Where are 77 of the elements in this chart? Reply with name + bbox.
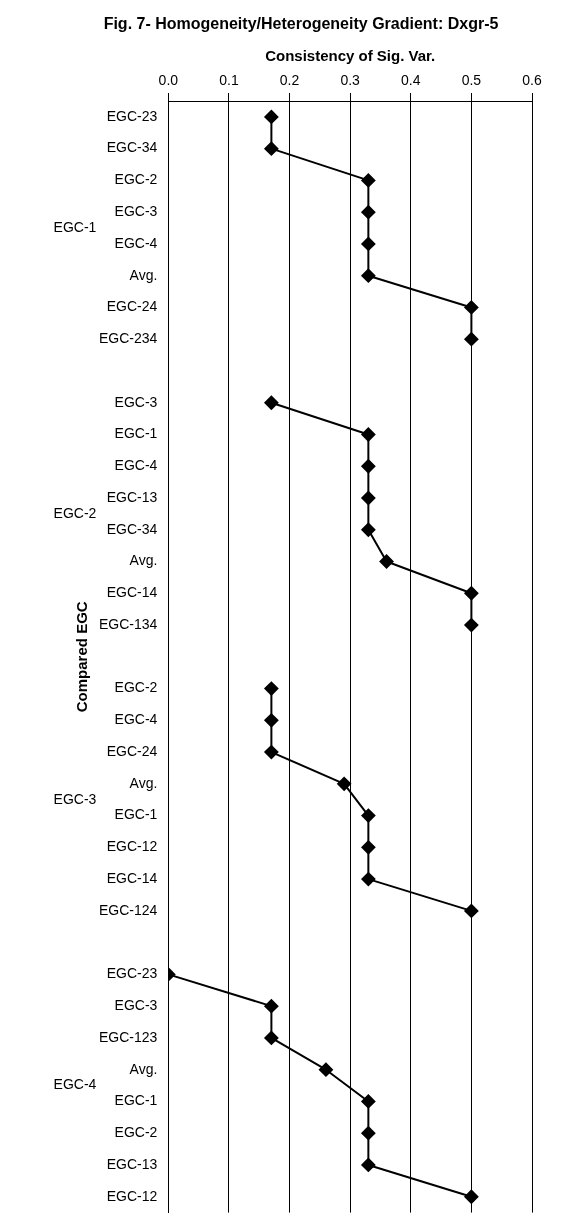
y-tick-label: EGC-24 (106, 298, 158, 315)
chart-title: Fig. 7- Homogeneity/Heterogeneity Gradient: Dxgr-5 (103, 15, 499, 33)
y-tick-label: Avg. (129, 552, 158, 569)
y-tick-label: EGC-13 (106, 488, 158, 505)
y-tick-label: Avg. (129, 266, 158, 283)
y-axis-title: Compared EGC (73, 601, 91, 713)
y-tick-label: EGC-12 (106, 1187, 158, 1204)
y-tick-label: EGC-4 (114, 234, 158, 251)
point (264, 681, 279, 696)
point (464, 903, 479, 918)
point (264, 999, 279, 1014)
point (361, 205, 376, 220)
y-tick-label: EGC-3 (114, 203, 158, 220)
point (264, 141, 279, 156)
x-tick-label: 0.3 (340, 72, 361, 89)
y-tick-label: EGC-1 (114, 806, 158, 823)
point (464, 586, 479, 601)
y-tick-label: EGC-123 (99, 1028, 158, 1045)
point (464, 332, 479, 347)
y-tick-label: EGC-1 (114, 425, 158, 442)
point (264, 713, 279, 728)
y-tick-label: EGC-1 (114, 1092, 158, 1109)
y-tick-label: EGC-24 (106, 742, 158, 759)
point (361, 522, 376, 537)
point (264, 395, 279, 410)
y-tick-label: EGC-13 (106, 1155, 158, 1172)
point (361, 268, 376, 283)
x-axis-title: Consistency of Sig. Var. (265, 47, 436, 65)
x-tick-label: 0.4 (401, 72, 421, 89)
point (361, 1157, 376, 1172)
y-tick-label: EGC-34 (106, 139, 158, 156)
point (361, 491, 376, 505)
point (337, 776, 352, 791)
y-tick-label: Avg. (129, 1060, 158, 1077)
text: EGC-3 (53, 790, 97, 807)
point (361, 236, 376, 251)
y-tick-label: EGC-134 (99, 615, 158, 632)
y-tick-label: Avg. (129, 774, 158, 791)
point (361, 173, 376, 188)
y-tick-label: EGC-124 (99, 901, 158, 918)
point (361, 459, 376, 474)
point (379, 554, 394, 569)
y-tick-label: EGC-2 (114, 171, 158, 188)
point (361, 872, 376, 887)
point (464, 618, 479, 633)
y-tick-label: EGC-14 (106, 869, 158, 886)
y-tick-label: EGC-234 (99, 330, 158, 347)
point (361, 1126, 376, 1141)
point (361, 1094, 376, 1109)
y-tick-label: EGC-2 (114, 1124, 158, 1141)
y-tick-label: EGC-4 (114, 457, 158, 474)
y-tick-label: EGC-23 (106, 965, 158, 982)
point (464, 300, 479, 315)
x-tick-label: 0.6 (522, 72, 542, 89)
y-tick-label: EGC-34 (106, 520, 158, 537)
y-tick-label: EGC-2 (114, 679, 158, 696)
x-tick-label: 0.0 (158, 72, 179, 89)
y-tick-label: EGC-3 (114, 997, 158, 1014)
text: EGC-4 (53, 1076, 97, 1093)
point (361, 808, 376, 823)
point (361, 427, 376, 442)
y-tick-label: EGC-12 (106, 838, 158, 855)
point (318, 1062, 333, 1077)
point (361, 840, 376, 855)
y-tick-label: EGC-3 (114, 393, 158, 410)
x-tick-label: 0.1 (219, 72, 239, 89)
x-tick-label: 0.5 (461, 72, 482, 89)
text: EGC-2 (53, 504, 97, 521)
x-tick-label: 0.2 (279, 72, 300, 89)
y-tick-label: EGC-4 (114, 711, 158, 728)
point (264, 1030, 279, 1045)
point (464, 1189, 479, 1204)
text: EGC-1 (53, 218, 97, 235)
y-tick-label: EGC-23 (106, 107, 158, 124)
point (264, 745, 279, 760)
point (264, 109, 279, 124)
y-tick-label: EGC-14 (106, 584, 158, 601)
